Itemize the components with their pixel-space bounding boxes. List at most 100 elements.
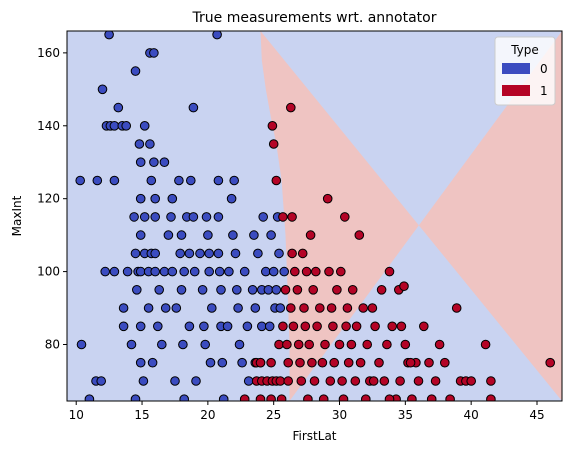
data-point-class-1 <box>341 321 351 332</box>
x-tick-label: 10 <box>69 408 84 422</box>
x-axis-label: FirstLat <box>293 429 337 443</box>
data-point-class-0 <box>135 357 146 368</box>
x-tick-label: 35 <box>398 408 413 422</box>
data-point-class-0 <box>195 248 205 259</box>
data-point-class-1 <box>399 281 409 292</box>
data-point-class-1 <box>332 285 342 295</box>
data-point-class-1 <box>278 321 288 332</box>
data-point-class-0 <box>224 266 234 277</box>
data-point-class-0 <box>132 285 142 295</box>
data-point-class-1 <box>255 394 266 401</box>
data-point-class-0 <box>184 321 195 332</box>
data-point-class-0 <box>75 175 85 186</box>
data-point-class-1 <box>362 339 373 350</box>
data-point-class-1 <box>334 339 345 350</box>
data-point-class-1 <box>480 339 491 350</box>
x-tick-label: 45 <box>529 408 544 422</box>
data-point-class-0 <box>157 339 167 350</box>
data-point-class-1 <box>312 321 322 332</box>
data-point-class-1 <box>419 321 429 332</box>
data-point-class-0 <box>188 102 199 113</box>
data-point-class-1 <box>351 321 362 332</box>
data-point-class-1 <box>451 303 462 313</box>
data-point-class-1 <box>266 394 276 401</box>
data-point-class-1 <box>387 321 398 332</box>
data-point-class-0 <box>163 230 174 240</box>
x-tick-label: 30 <box>332 408 347 422</box>
data-point-class-1 <box>440 357 450 368</box>
data-point-class-0 <box>104 31 114 40</box>
data-point-class-1 <box>267 121 278 131</box>
data-point-class-1 <box>286 303 296 313</box>
data-point-class-1 <box>297 248 308 259</box>
data-point-class-0 <box>121 121 131 131</box>
data-point-class-1 <box>287 212 297 222</box>
data-point-class-1 <box>338 394 349 401</box>
data-point-class-0 <box>239 266 250 277</box>
data-point-class-0 <box>213 175 224 186</box>
data-point-class-0 <box>178 339 188 350</box>
data-point-class-1 <box>342 303 353 313</box>
legend-swatch-0 <box>502 63 530 74</box>
data-point-class-1 <box>320 339 330 350</box>
data-point-class-0 <box>175 248 185 259</box>
data-point-class-0 <box>174 175 184 186</box>
data-point-class-1 <box>486 376 496 386</box>
data-point-class-1 <box>309 376 320 386</box>
data-point-class-1 <box>384 266 395 277</box>
data-point-class-0 <box>122 266 133 277</box>
data-point-class-0 <box>130 394 141 401</box>
data-point-class-0 <box>222 321 233 332</box>
data-point-class-0 <box>213 212 224 222</box>
data-point-class-1 <box>324 266 334 277</box>
data-point-class-0 <box>76 339 87 350</box>
data-point-class-1 <box>466 376 477 386</box>
data-point-class-1 <box>287 248 297 259</box>
data-point-class-0 <box>234 339 245 350</box>
data-point-class-0 <box>261 266 271 277</box>
data-point-class-0 <box>258 212 269 222</box>
data-point-class-0 <box>130 248 141 259</box>
data-point-class-1 <box>318 394 329 401</box>
data-point-class-0 <box>189 266 200 277</box>
data-point-class-0 <box>268 266 279 277</box>
data-point-class-1 <box>328 321 338 332</box>
data-point-class-1 <box>304 339 315 350</box>
data-point-class-1 <box>295 357 305 368</box>
data-point-class-0 <box>150 193 160 204</box>
data-point-class-0 <box>257 321 267 332</box>
data-point-class-0 <box>243 376 254 386</box>
data-point-class-1 <box>317 357 328 368</box>
data-point-class-1 <box>430 376 441 386</box>
y-tick-label: 80 <box>45 337 60 351</box>
chart-title: True measurements wrt. annotator <box>192 10 437 26</box>
data-point-class-0 <box>135 321 146 332</box>
data-point-class-1 <box>283 376 294 386</box>
data-point-class-1 <box>293 339 304 350</box>
data-point-class-0 <box>154 285 164 295</box>
data-point-class-0 <box>167 266 178 277</box>
data-point-class-0 <box>145 139 155 149</box>
data-point-class-0 <box>92 175 103 186</box>
data-point-class-0 <box>143 303 154 313</box>
plot-area <box>67 31 562 401</box>
data-point-class-0 <box>135 193 146 204</box>
data-point-class-1 <box>370 321 380 332</box>
data-point-class-0 <box>170 376 180 386</box>
data-point-class-1 <box>305 230 316 240</box>
data-point-class-0 <box>167 193 178 204</box>
data-point-class-0 <box>84 394 95 401</box>
legend: Type 0 1 <box>494 36 556 106</box>
data-point-class-1 <box>266 357 276 368</box>
data-point-class-0 <box>191 376 201 386</box>
data-point-class-0 <box>247 285 258 295</box>
data-point-class-0 <box>216 285 226 295</box>
data-point-class-0 <box>118 303 129 313</box>
data-point-class-0 <box>249 230 259 240</box>
data-point-class-1 <box>301 266 312 277</box>
legend-title: Type <box>510 43 539 57</box>
data-point-class-1 <box>407 394 417 401</box>
data-point-class-0 <box>171 303 182 313</box>
data-point-class-0 <box>153 321 163 332</box>
data-point-class-1 <box>290 266 300 277</box>
